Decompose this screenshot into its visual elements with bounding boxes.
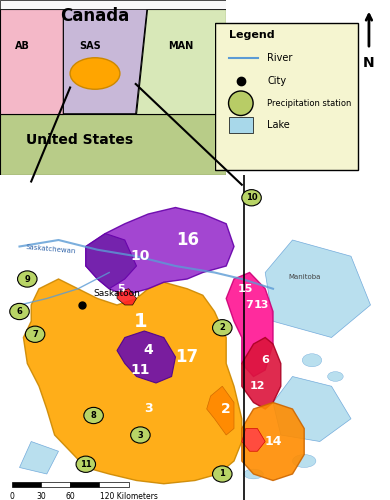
- Bar: [12, 482, 41, 487]
- Circle shape: [131, 427, 150, 443]
- Polygon shape: [63, 8, 147, 114]
- Circle shape: [84, 408, 103, 424]
- Text: 3: 3: [144, 402, 152, 415]
- Circle shape: [213, 320, 232, 336]
- Text: SAS: SAS: [80, 41, 101, 51]
- Polygon shape: [86, 208, 234, 295]
- Text: Saskatchewan: Saskatchewan: [25, 244, 76, 254]
- Text: 16: 16: [176, 231, 199, 249]
- Text: Legend: Legend: [229, 30, 274, 40]
- Text: 12: 12: [250, 381, 265, 391]
- Text: United States: United States: [26, 132, 133, 146]
- Polygon shape: [86, 234, 136, 289]
- Text: 5: 5: [117, 284, 125, 294]
- Polygon shape: [226, 272, 273, 376]
- Polygon shape: [0, 8, 63, 114]
- Circle shape: [229, 91, 253, 116]
- Bar: [99, 482, 129, 487]
- Text: Lake: Lake: [267, 120, 290, 130]
- Ellipse shape: [70, 58, 120, 89]
- Polygon shape: [136, 8, 226, 114]
- Polygon shape: [265, 240, 370, 338]
- Bar: [70, 482, 99, 487]
- Text: 15: 15: [238, 284, 254, 294]
- Ellipse shape: [244, 469, 263, 479]
- Text: 60: 60: [66, 492, 75, 500]
- Text: 14: 14: [264, 435, 282, 448]
- Text: AB: AB: [15, 41, 30, 51]
- Text: River: River: [267, 52, 292, 62]
- FancyBboxPatch shape: [215, 22, 358, 170]
- Polygon shape: [20, 442, 58, 474]
- Text: 10: 10: [246, 193, 257, 202]
- Text: 1: 1: [219, 470, 225, 478]
- Text: Saskatoon: Saskatoon: [94, 290, 140, 298]
- Polygon shape: [242, 402, 304, 480]
- Text: 17: 17: [176, 348, 199, 366]
- Text: Canada: Canada: [60, 7, 129, 25]
- Polygon shape: [23, 279, 242, 484]
- Text: Manitoba: Manitoba: [288, 274, 321, 280]
- Text: 9: 9: [25, 274, 30, 283]
- Polygon shape: [0, 114, 226, 175]
- Text: 13: 13: [254, 300, 269, 310]
- Text: N: N: [363, 56, 375, 70]
- Text: 11: 11: [131, 363, 150, 377]
- Ellipse shape: [302, 354, 322, 367]
- Text: 0: 0: [9, 492, 14, 500]
- FancyBboxPatch shape: [229, 117, 253, 133]
- Text: 11: 11: [80, 460, 92, 469]
- Polygon shape: [117, 331, 176, 383]
- Text: 8: 8: [91, 411, 96, 420]
- Text: 10: 10: [131, 249, 150, 263]
- Circle shape: [18, 271, 37, 287]
- Circle shape: [10, 304, 29, 320]
- Circle shape: [76, 456, 96, 472]
- Text: 2: 2: [222, 402, 231, 416]
- Text: 6: 6: [261, 355, 269, 365]
- Polygon shape: [207, 386, 234, 435]
- Ellipse shape: [328, 372, 343, 382]
- Text: 6: 6: [16, 307, 23, 316]
- Text: 3: 3: [138, 430, 143, 440]
- Text: 2: 2: [219, 324, 225, 332]
- Text: 30: 30: [36, 492, 46, 500]
- Polygon shape: [273, 376, 351, 442]
- Polygon shape: [242, 428, 265, 451]
- Bar: [41, 482, 70, 487]
- Text: 7: 7: [32, 330, 38, 339]
- Text: Precipitation station: Precipitation station: [267, 99, 351, 108]
- Circle shape: [213, 466, 232, 482]
- Text: 1: 1: [134, 312, 147, 331]
- Text: 7: 7: [246, 300, 254, 310]
- Text: City: City: [267, 76, 286, 86]
- Polygon shape: [0, 0, 226, 8]
- Circle shape: [242, 190, 261, 206]
- Text: MAN: MAN: [168, 41, 193, 51]
- Circle shape: [25, 326, 45, 342]
- Polygon shape: [242, 338, 281, 409]
- Text: 120 Kilometers: 120 Kilometers: [100, 492, 158, 500]
- Polygon shape: [117, 289, 136, 305]
- Ellipse shape: [292, 454, 316, 468]
- Text: 4: 4: [144, 344, 153, 357]
